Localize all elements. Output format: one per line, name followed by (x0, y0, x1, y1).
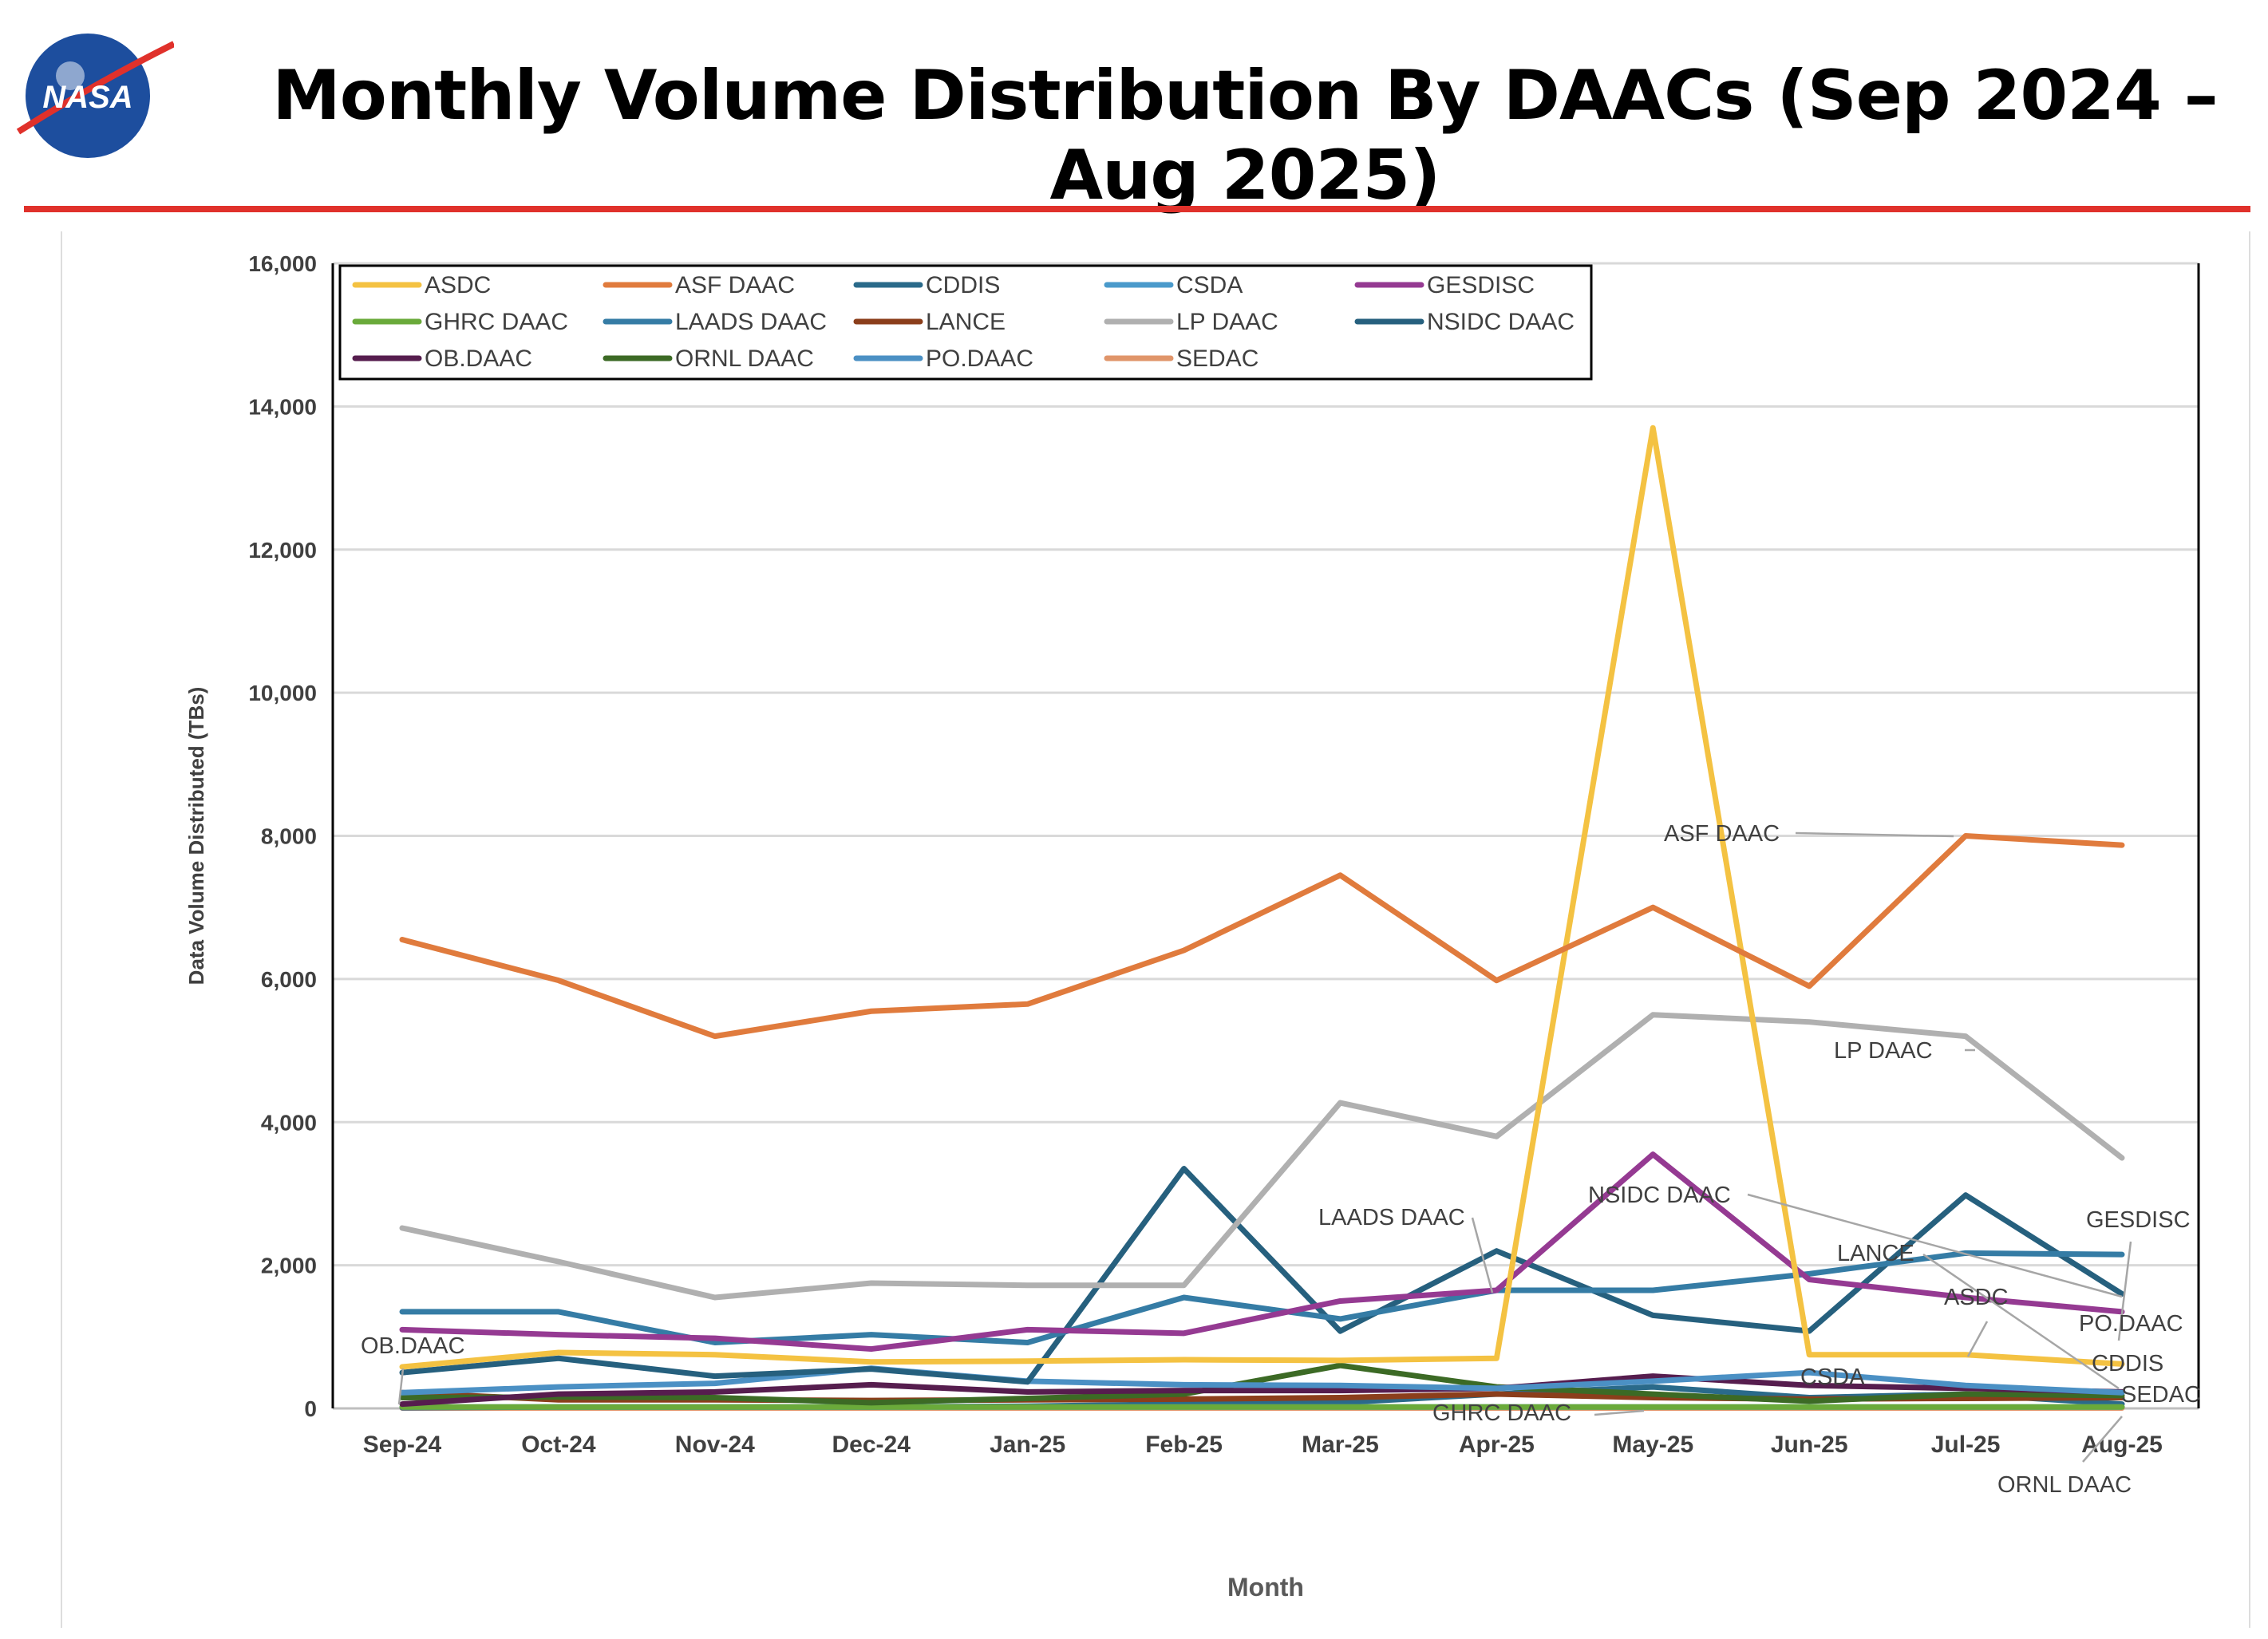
annotation-label: CDDIS (2092, 1351, 2163, 1376)
y-tick-label: 16,000 (248, 251, 317, 276)
nasa-logo: NASA (16, 34, 174, 158)
annotation-leader (397, 1368, 405, 1405)
y-tick-label: 4,000 (261, 1110, 317, 1135)
x-tick-label: Mar-25 (1302, 1432, 1379, 1458)
legend-label: CSDA (1176, 272, 1243, 298)
series-line-gesdisc (399, 1151, 2125, 1353)
legend-label: SEDAC (1176, 346, 1258, 372)
y-tick-label: 10,000 (248, 681, 317, 705)
annotation-leader (1471, 1217, 1494, 1293)
annotation-label: ASF DAAC (1664, 821, 1780, 847)
annotation-leader (1922, 1253, 2120, 1390)
legend-label: OB.DAAC (425, 346, 532, 372)
annotation-label: ORNL DAAC (1997, 1472, 2132, 1498)
annotation-label: OB.DAAC (361, 1333, 465, 1359)
svg-text:NASA: NASA (42, 80, 132, 115)
x-tick-label: Nov-24 (675, 1432, 755, 1458)
annotation-label: GHRC DAAC (1432, 1400, 1571, 1426)
chart-frame (61, 231, 2250, 1628)
annotation-label: SEDAC (2121, 1382, 2201, 1408)
legend-label: CDDIS (926, 272, 1000, 298)
annotation-leader (2082, 1416, 2123, 1463)
annotation-label: LANCE (1837, 1241, 1914, 1266)
legend-label: ASF DAAC (675, 272, 795, 298)
annotation-leader (1594, 1409, 1645, 1416)
series-line-ob-daac (399, 1373, 2125, 1408)
y-axis-title: Data Volume Distributed (TBs) (184, 687, 208, 985)
x-axis-title: Month (1227, 1573, 1304, 1601)
legend-label: ASDC (425, 272, 491, 298)
legend-label: LP DAAC (1176, 309, 1278, 335)
annotation-leader (1747, 1193, 2123, 1298)
x-tick-label: May-25 (1612, 1432, 1693, 1458)
annotation-label: LP DAAC (1834, 1038, 1933, 1064)
legend-label: LAADS DAAC (675, 309, 827, 335)
annotation-label: CSDA (1800, 1365, 1865, 1390)
annotation-label: PO.DAAC (2079, 1311, 2183, 1337)
series-line-asf-daac (399, 833, 2125, 1040)
legend-label: GESDISC (1427, 272, 1535, 298)
legend-label: NSIDC DAAC (1427, 309, 1575, 335)
legend-label: ORNL DAAC (675, 346, 814, 372)
x-tick-label: Jun-25 (1771, 1432, 1848, 1458)
series-line-ornl-daac (399, 1362, 2125, 1406)
annotation-label: GESDISC (2086, 1207, 2191, 1233)
y-tick-label: 2,000 (261, 1254, 317, 1278)
x-tick-label: Aug-25 (2081, 1432, 2163, 1458)
x-tick-label: Feb-25 (1145, 1432, 1223, 1458)
annotation-label: LAADS DAAC (1318, 1205, 1465, 1230)
x-tick-label: Apr-25 (1459, 1432, 1535, 1458)
x-tick-label: Dec-24 (832, 1432, 911, 1458)
x-tick-label: Sep-24 (363, 1432, 442, 1458)
legend-label: LANCE (926, 309, 1006, 335)
legend-label: GHRC DAAC (425, 309, 568, 335)
series-line-nsidc-daac (399, 1166, 2125, 1385)
annotation-label: NSIDC DAAC (1588, 1183, 1731, 1208)
legend-label: PO.DAAC (926, 346, 1033, 372)
page-title: Monthly Volume Distribution By DAACs (Se… (272, 56, 2219, 215)
annotation-label: ASDC (1944, 1285, 2009, 1310)
y-tick-label: 12,000 (248, 538, 317, 563)
y-tick-label: 14,000 (248, 394, 317, 419)
series-line-lp-daac (399, 1012, 2125, 1301)
annotation-leader (1966, 1321, 1989, 1357)
annotation-leader (1795, 831, 1954, 838)
x-tick-label: Jul-25 (1931, 1432, 2001, 1458)
series-line-asdc (399, 425, 2125, 1370)
x-tick-label: Oct-24 (521, 1432, 596, 1458)
series-line-po-daac (399, 1365, 2125, 1396)
y-tick-label: 0 (304, 1396, 317, 1421)
annotation-leader (2117, 1241, 2132, 1341)
y-tick-label: 8,000 (261, 824, 317, 849)
title-divider (24, 206, 2250, 212)
series-line-laads-daac (399, 1250, 2125, 1345)
x-tick-label: Jan-25 (990, 1432, 1065, 1458)
y-tick-label: 6,000 (261, 967, 317, 992)
